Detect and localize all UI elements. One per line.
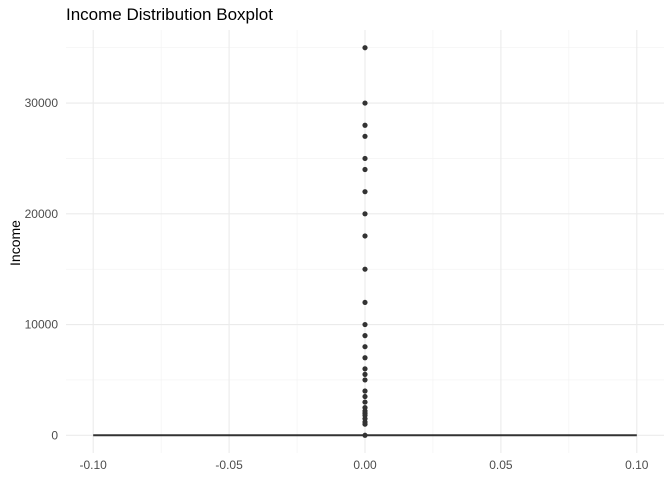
y-axis-title: Income (7, 220, 23, 266)
outlier-point (362, 388, 368, 394)
x-tick-labels: -0.10 -0.05 0.00 0.05 0.10 (80, 458, 649, 472)
outlier-point (362, 299, 368, 306)
outlier-point (362, 432, 368, 438)
outlier-point (362, 100, 368, 106)
x-tick-label: -0.10 (80, 458, 108, 472)
y-tick-label: 0 (51, 428, 58, 442)
outlier-point (362, 321, 368, 328)
outlier-point (362, 166, 368, 173)
outlier-point (362, 371, 368, 377)
outlier-point (362, 393, 368, 400)
outlier-point (362, 155, 368, 162)
outlier-point (362, 355, 368, 361)
outlier-points (362, 45, 368, 438)
y-tick-labels: 0 10000 20000 30000 (25, 96, 59, 442)
outlier-point (362, 366, 368, 372)
y-tick-label: 30000 (25, 96, 59, 110)
outlier-point (362, 211, 368, 217)
outlier-point (362, 189, 368, 195)
outlier-point (362, 233, 368, 239)
outlier-point (362, 133, 368, 139)
outlier-point (362, 266, 368, 272)
outlier-point (362, 45, 368, 51)
outlier-point (362, 399, 368, 405)
x-tick-label: 0.00 (353, 458, 377, 472)
x-tick-label: 0.10 (625, 458, 649, 472)
outlier-point (362, 377, 368, 383)
x-tick-label: -0.05 (215, 458, 243, 472)
outlier-point (362, 421, 368, 427)
outlier-point (362, 344, 368, 350)
chart-title: Income Distribution Boxplot (66, 5, 273, 24)
y-tick-label: 10000 (25, 318, 59, 332)
x-tick-label: 0.05 (489, 458, 513, 472)
outlier-point (362, 122, 368, 128)
outlier-point (362, 333, 368, 339)
y-tick-label: 20000 (25, 207, 59, 221)
